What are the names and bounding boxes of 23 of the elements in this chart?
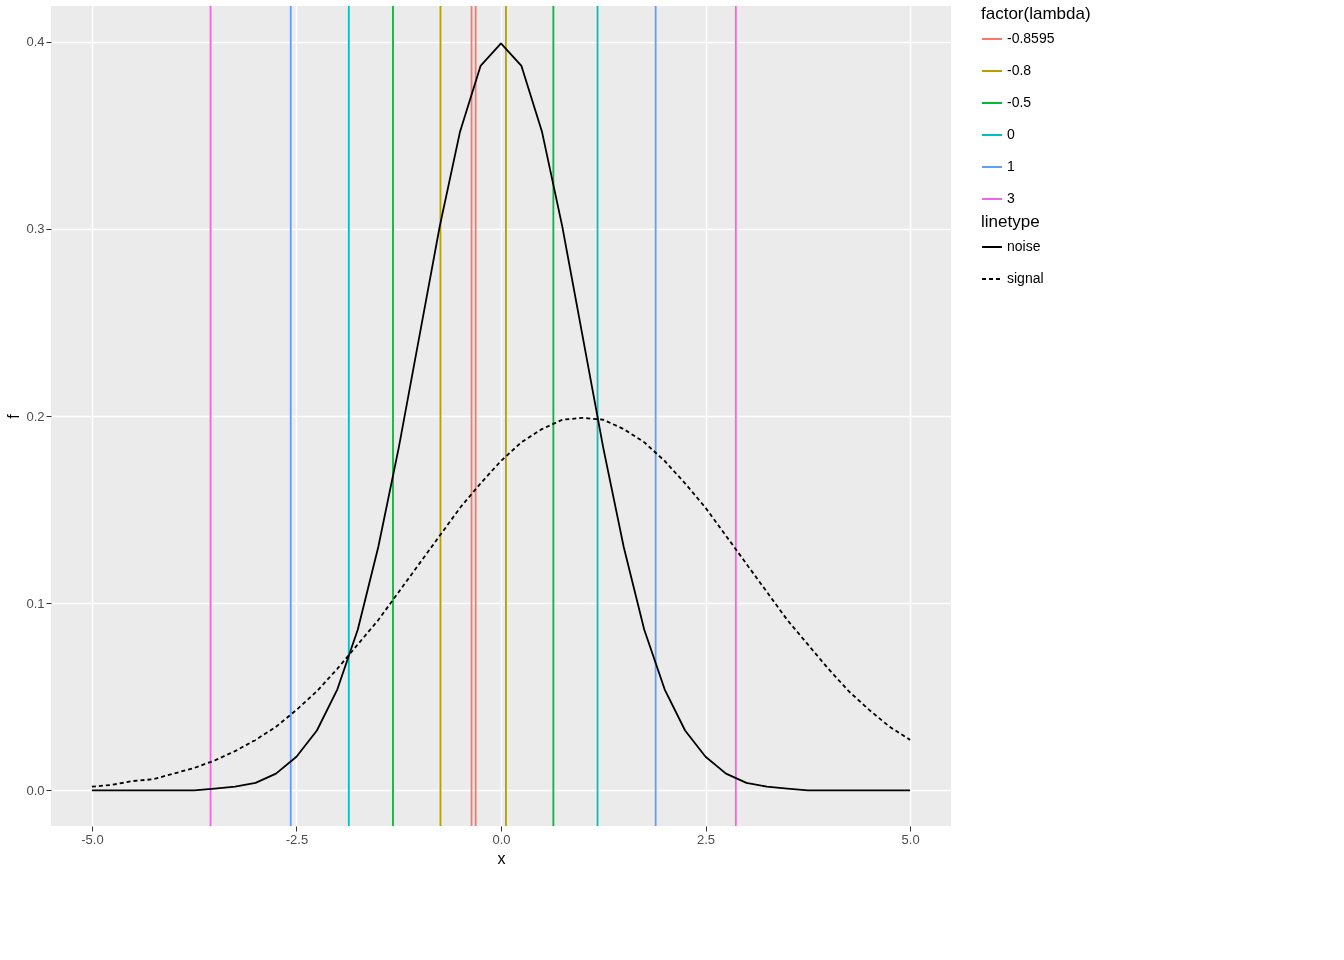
y-tick-label: 0.2: [26, 408, 45, 424]
y-tick-label: 0.0: [26, 782, 45, 798]
legend-label: -0.5: [1007, 94, 1032, 110]
y-tick-label: 0.1: [26, 595, 45, 611]
text: factor(lambda): [981, 4, 1091, 23]
legend-label: signal: [1007, 270, 1044, 286]
x-tick-label: -2.5: [285, 831, 309, 847]
legend-label: noise: [1007, 238, 1041, 254]
y-axis-title: f: [5, 413, 23, 419]
y-tick-label: 0.3: [26, 221, 45, 237]
x-tick-label: 2.5: [697, 831, 716, 847]
y-tick-label: 0.4: [26, 34, 45, 50]
legend-label: 1: [1007, 158, 1015, 174]
legend-label: 0: [1007, 126, 1015, 142]
legend-label: 3: [1007, 190, 1015, 206]
x-tick-label: 5.0: [901, 831, 920, 847]
x-tick-label: 0.0: [492, 831, 511, 847]
x-tick-label: -5.0: [81, 831, 104, 847]
legend-label: -0.8595: [1007, 30, 1055, 46]
legend-label: -0.8: [1007, 62, 1032, 78]
line-series: [91, 42, 911, 792]
legend-title: linetype: [981, 212, 1040, 231]
x-axis-title: x: [497, 849, 506, 867]
